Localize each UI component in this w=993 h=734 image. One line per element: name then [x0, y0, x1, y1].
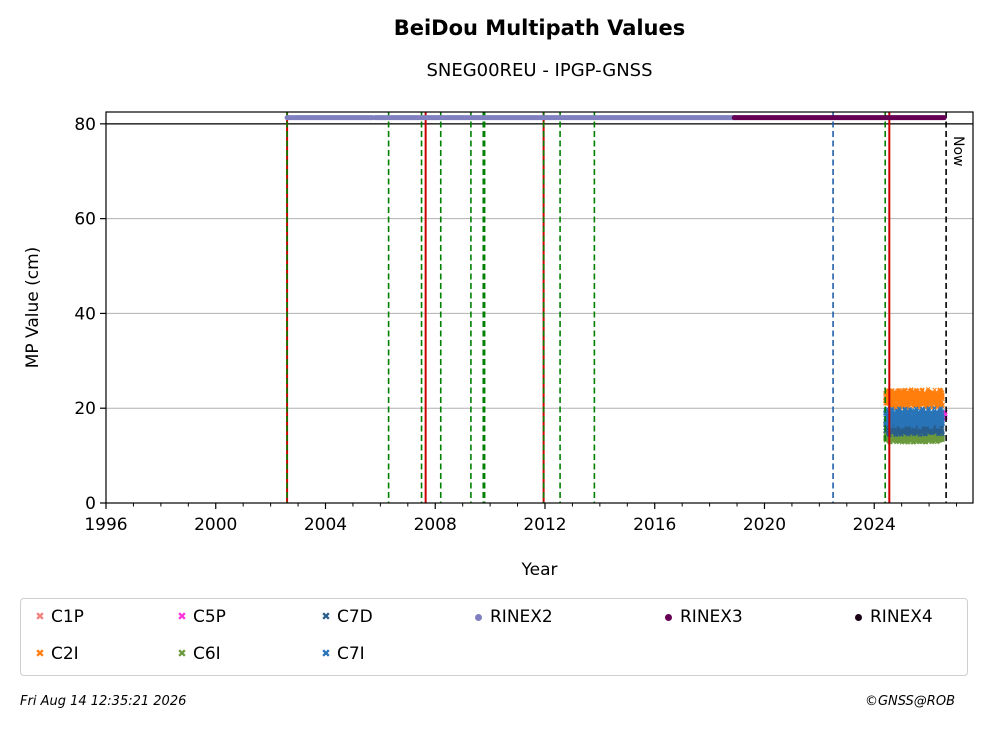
- y-tick-label: 40: [74, 304, 96, 324]
- data-point: [932, 387, 937, 393]
- legend-label: RINEX2: [490, 607, 553, 627]
- legend: ✖ C1P ✖ C2I ✖ C5P ✖ C6I ✖ C7D ✖ C7I RINEX2 RINEX3 RINE…: [20, 598, 968, 676]
- x-tick-label: 2008: [414, 515, 457, 535]
- y-tick-label: 80: [74, 115, 96, 135]
- data-point: [940, 397, 945, 402]
- legend-item-c7d: ✖ C7D: [315, 607, 373, 627]
- legend-item-c6i: ✖ C6I: [171, 644, 221, 664]
- legend-x-marker: ✖: [35, 647, 45, 660]
- legend-label: C5P: [193, 607, 226, 627]
- chart-canvas: 1996 2000 2004 2008 2012 2016 2020 2024 0 20 40 60 8…: [23, 111, 974, 580]
- legend-label: C7I: [337, 644, 365, 664]
- data-point: [940, 428, 945, 433]
- grid-lines: [106, 123, 973, 409]
- y-tick-label: 60: [74, 210, 96, 230]
- event-lines: [286, 112, 947, 503]
- data-point: [917, 424, 923, 430]
- chart-subtitle: SNEG00REU - IPGP-GNSS: [426, 60, 653, 81]
- legend-label: RINEX4: [870, 607, 933, 627]
- data-point: [920, 387, 925, 392]
- data-point: [929, 425, 934, 430]
- legend-dot-marker: [855, 613, 862, 621]
- footer-timestamp: Fri Aug 14 12:35:21 2026: [20, 694, 187, 709]
- legend-label: RINEX3: [680, 607, 743, 627]
- data-point: [940, 409, 945, 414]
- legend-item-rinex4: RINEX4: [847, 607, 933, 627]
- legend-label: C2I: [51, 644, 79, 664]
- x-tick-label: 2000: [194, 515, 237, 535]
- legend-item-c7i: ✖ C7I: [315, 644, 365, 664]
- data-point: [938, 406, 944, 411]
- x-tick-label: 2004: [304, 515, 347, 535]
- data-point: [940, 432, 946, 437]
- legend-x-marker: ✖: [177, 647, 187, 660]
- legend-item-c5p: ✖ C5P: [171, 607, 226, 627]
- data-points: [883, 387, 948, 445]
- y-axis-label: MP Value (cm): [23, 247, 43, 369]
- data-point: [926, 405, 932, 411]
- legend-x-marker: ✖: [321, 647, 331, 660]
- data-point: [915, 388, 920, 393]
- legend-x-marker: ✖: [35, 610, 45, 623]
- y-tick-label: 20: [74, 399, 96, 419]
- legend-x-marker: ✖: [321, 610, 331, 623]
- legend-label: C7D: [337, 607, 373, 627]
- x-tick-label: 2016: [633, 515, 676, 535]
- x-axis-label: Year: [521, 560, 558, 580]
- data-point: [940, 402, 946, 407]
- legend-x-marker: ✖: [177, 610, 187, 623]
- legend-item-rinex3: RINEX3: [657, 607, 743, 627]
- y-tick-label: 0: [85, 494, 96, 514]
- x-tick-label: 2024: [853, 515, 896, 535]
- data-point: [940, 436, 946, 441]
- x-tick-label: 2020: [743, 515, 786, 535]
- plot-frame: [105, 111, 974, 504]
- x-tick-label: 2012: [523, 515, 566, 535]
- legend-item-rinex2: RINEX2: [467, 607, 553, 627]
- legend-label: C6I: [193, 644, 221, 664]
- footer-copyright: ©GNSS@ROB: [864, 694, 955, 709]
- legend-dot-marker: [665, 613, 672, 621]
- series-C7I: [883, 405, 946, 430]
- legend-label: C1P: [51, 607, 84, 627]
- now-label: Now: [950, 136, 966, 167]
- data-point: [940, 421, 945, 426]
- data-point: [940, 415, 946, 420]
- chart-title: BeiDou Multipath Values: [393, 16, 686, 40]
- axes: 1996 2000 2004 2008 2012 2016 2020 2024 0 20 40 60 8…: [74, 115, 958, 535]
- legend-item-c1p: ✖ C1P: [29, 607, 84, 627]
- legend-item-c2i: ✖ C2I: [29, 644, 79, 664]
- legend-dot-marker: [475, 613, 482, 621]
- data-point: [935, 424, 941, 429]
- x-tick-label: 1996: [84, 515, 127, 535]
